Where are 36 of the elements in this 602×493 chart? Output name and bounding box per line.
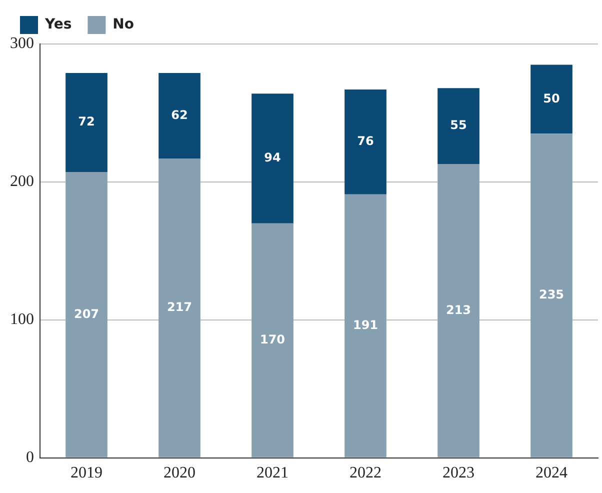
x-tick-label: 2023 [442, 464, 474, 482]
data-label: 94 [264, 150, 281, 165]
bar [252, 94, 294, 224]
bar [252, 223, 294, 458]
legend-label: Yes [44, 16, 72, 33]
x-tick-label: 2019 [70, 464, 102, 482]
data-label: 191 [352, 318, 378, 332]
data-label: 76 [357, 134, 374, 148]
bar [66, 172, 108, 458]
bar [530, 134, 572, 458]
y-tick-label: 300 [10, 35, 34, 52]
bar [66, 72, 108, 172]
x-tick-label: 2024 [536, 464, 568, 482]
x-tick-label: 2022 [350, 464, 382, 482]
data-label: 235 [538, 288, 564, 302]
data-label: 207 [74, 306, 100, 321]
bar [438, 88, 480, 164]
data-label: 62 [171, 108, 188, 122]
x-tick-label: 2020 [164, 464, 196, 482]
y-tick-label: 0 [26, 449, 34, 466]
bar [158, 72, 200, 158]
bar [158, 158, 200, 458]
bar [530, 64, 572, 134]
data-label: 217 [166, 300, 192, 314]
bar [438, 164, 480, 458]
y-tick-label: 200 [10, 173, 34, 190]
x-tick-label: 2021 [256, 464, 288, 482]
data-label: 72 [78, 114, 95, 129]
y-tick-label: 100 [10, 311, 34, 328]
data-label: 55 [450, 118, 467, 132]
legend-label: No [112, 16, 134, 33]
data-label: 170 [260, 332, 286, 346]
data-label: 50 [543, 91, 560, 106]
bar [344, 90, 386, 194]
data-label: 213 [446, 302, 472, 317]
bar [344, 194, 386, 458]
